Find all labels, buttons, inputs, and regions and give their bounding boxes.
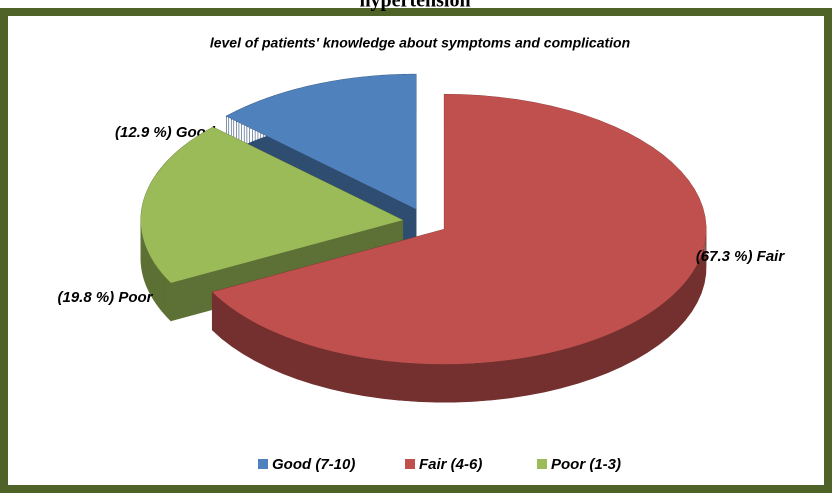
chart-title: level of patients' knowledge about sympt… <box>210 35 630 51</box>
legend-label: Good (7-10) <box>272 456 355 473</box>
legend-label: Poor (1-3) <box>551 456 621 473</box>
page-heading: hypertension <box>359 0 470 12</box>
slice <box>140 127 403 283</box>
slice <box>212 94 707 365</box>
data-label: (12.9 %) Good <box>115 124 216 141</box>
legend-swatch <box>537 459 547 469</box>
legend-swatch <box>405 459 415 469</box>
data-label: (67.3 %) Fair <box>696 248 786 265</box>
slice <box>226 74 417 210</box>
data-label: (19.8 %) Poor <box>57 289 153 306</box>
legend-swatch <box>258 459 268 469</box>
legend-label: Fair (4-6) <box>419 456 482 473</box>
